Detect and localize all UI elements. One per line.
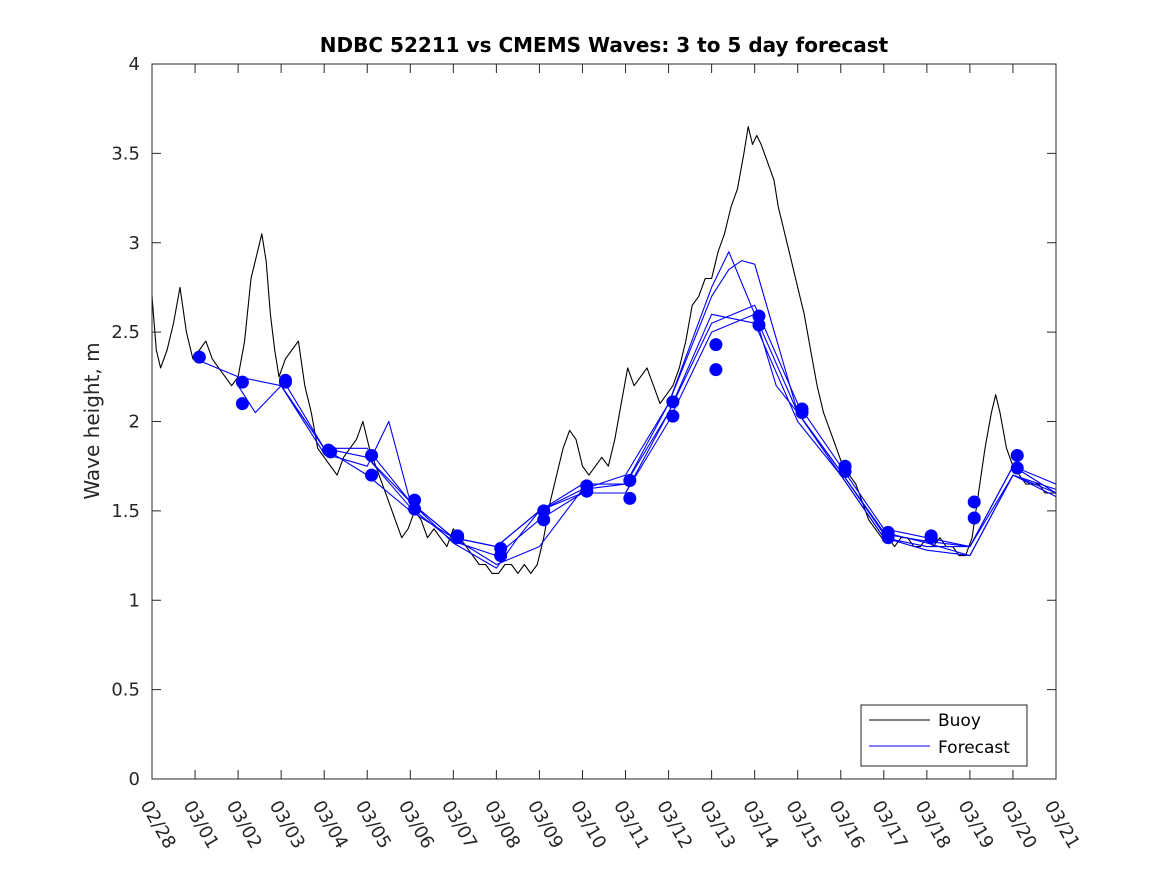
forecast-point xyxy=(752,318,766,332)
series-line xyxy=(366,251,1057,569)
legend-buoy-label: Buoy xyxy=(938,711,981,731)
forecast-point xyxy=(1010,461,1024,475)
forecast-point xyxy=(924,531,938,545)
forecast-point xyxy=(324,445,338,459)
forecast-point xyxy=(623,473,637,487)
y-tick-label: 2 xyxy=(129,412,140,433)
forecast-point xyxy=(235,397,249,411)
forecast-point xyxy=(235,375,249,389)
y-tick-label: 4 xyxy=(129,54,140,75)
forecast-point xyxy=(580,484,594,498)
forecast-point xyxy=(408,493,422,507)
forecast-point xyxy=(795,406,809,420)
forecast-point xyxy=(709,338,723,352)
legend: Buoy Forecast xyxy=(860,704,1028,767)
legend-box xyxy=(860,704,1028,767)
y-tick-label: 0 xyxy=(129,769,140,790)
forecast-point xyxy=(365,468,379,482)
forecast-point xyxy=(666,409,680,423)
y-tick-label: 1 xyxy=(129,590,140,611)
forecast-point xyxy=(537,513,551,527)
forecast-point xyxy=(752,309,766,323)
forecast-point xyxy=(967,511,981,525)
y-tick-label: 2.5 xyxy=(111,322,140,343)
y-axis-label: Wave height, m xyxy=(80,342,104,499)
chart-title: NDBC 52211 vs CMEMS Waves: 3 to 5 day fo… xyxy=(320,33,889,57)
forecast-point xyxy=(192,350,206,364)
forecast-point xyxy=(666,395,680,409)
forecast-point xyxy=(278,373,292,387)
forecast-point xyxy=(494,549,508,563)
forecast-point xyxy=(408,502,422,516)
forecast-point xyxy=(1010,448,1024,462)
forecast-point xyxy=(709,363,723,377)
y-tick-label: 3 xyxy=(129,233,140,254)
y-tick-label: 1.5 xyxy=(111,501,140,522)
y-tick-label: 3.5 xyxy=(111,143,140,164)
forecast-point xyxy=(623,491,637,505)
plot-area xyxy=(152,64,1056,779)
legend-forecast-label: Forecast xyxy=(938,738,1010,758)
forecast-point xyxy=(881,531,895,545)
forecast-point xyxy=(838,465,852,479)
forecast-points-layer xyxy=(192,309,1024,563)
series-line xyxy=(280,304,1057,548)
y-tick-label: 0.5 xyxy=(111,680,140,701)
forecast-point xyxy=(365,448,379,462)
forecast-point xyxy=(967,495,981,509)
forecast-point xyxy=(451,531,465,545)
forecast-point xyxy=(537,504,551,518)
